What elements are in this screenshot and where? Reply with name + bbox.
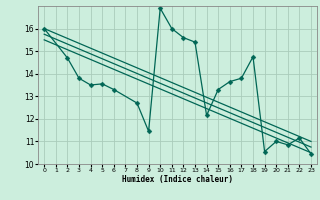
- X-axis label: Humidex (Indice chaleur): Humidex (Indice chaleur): [122, 175, 233, 184]
